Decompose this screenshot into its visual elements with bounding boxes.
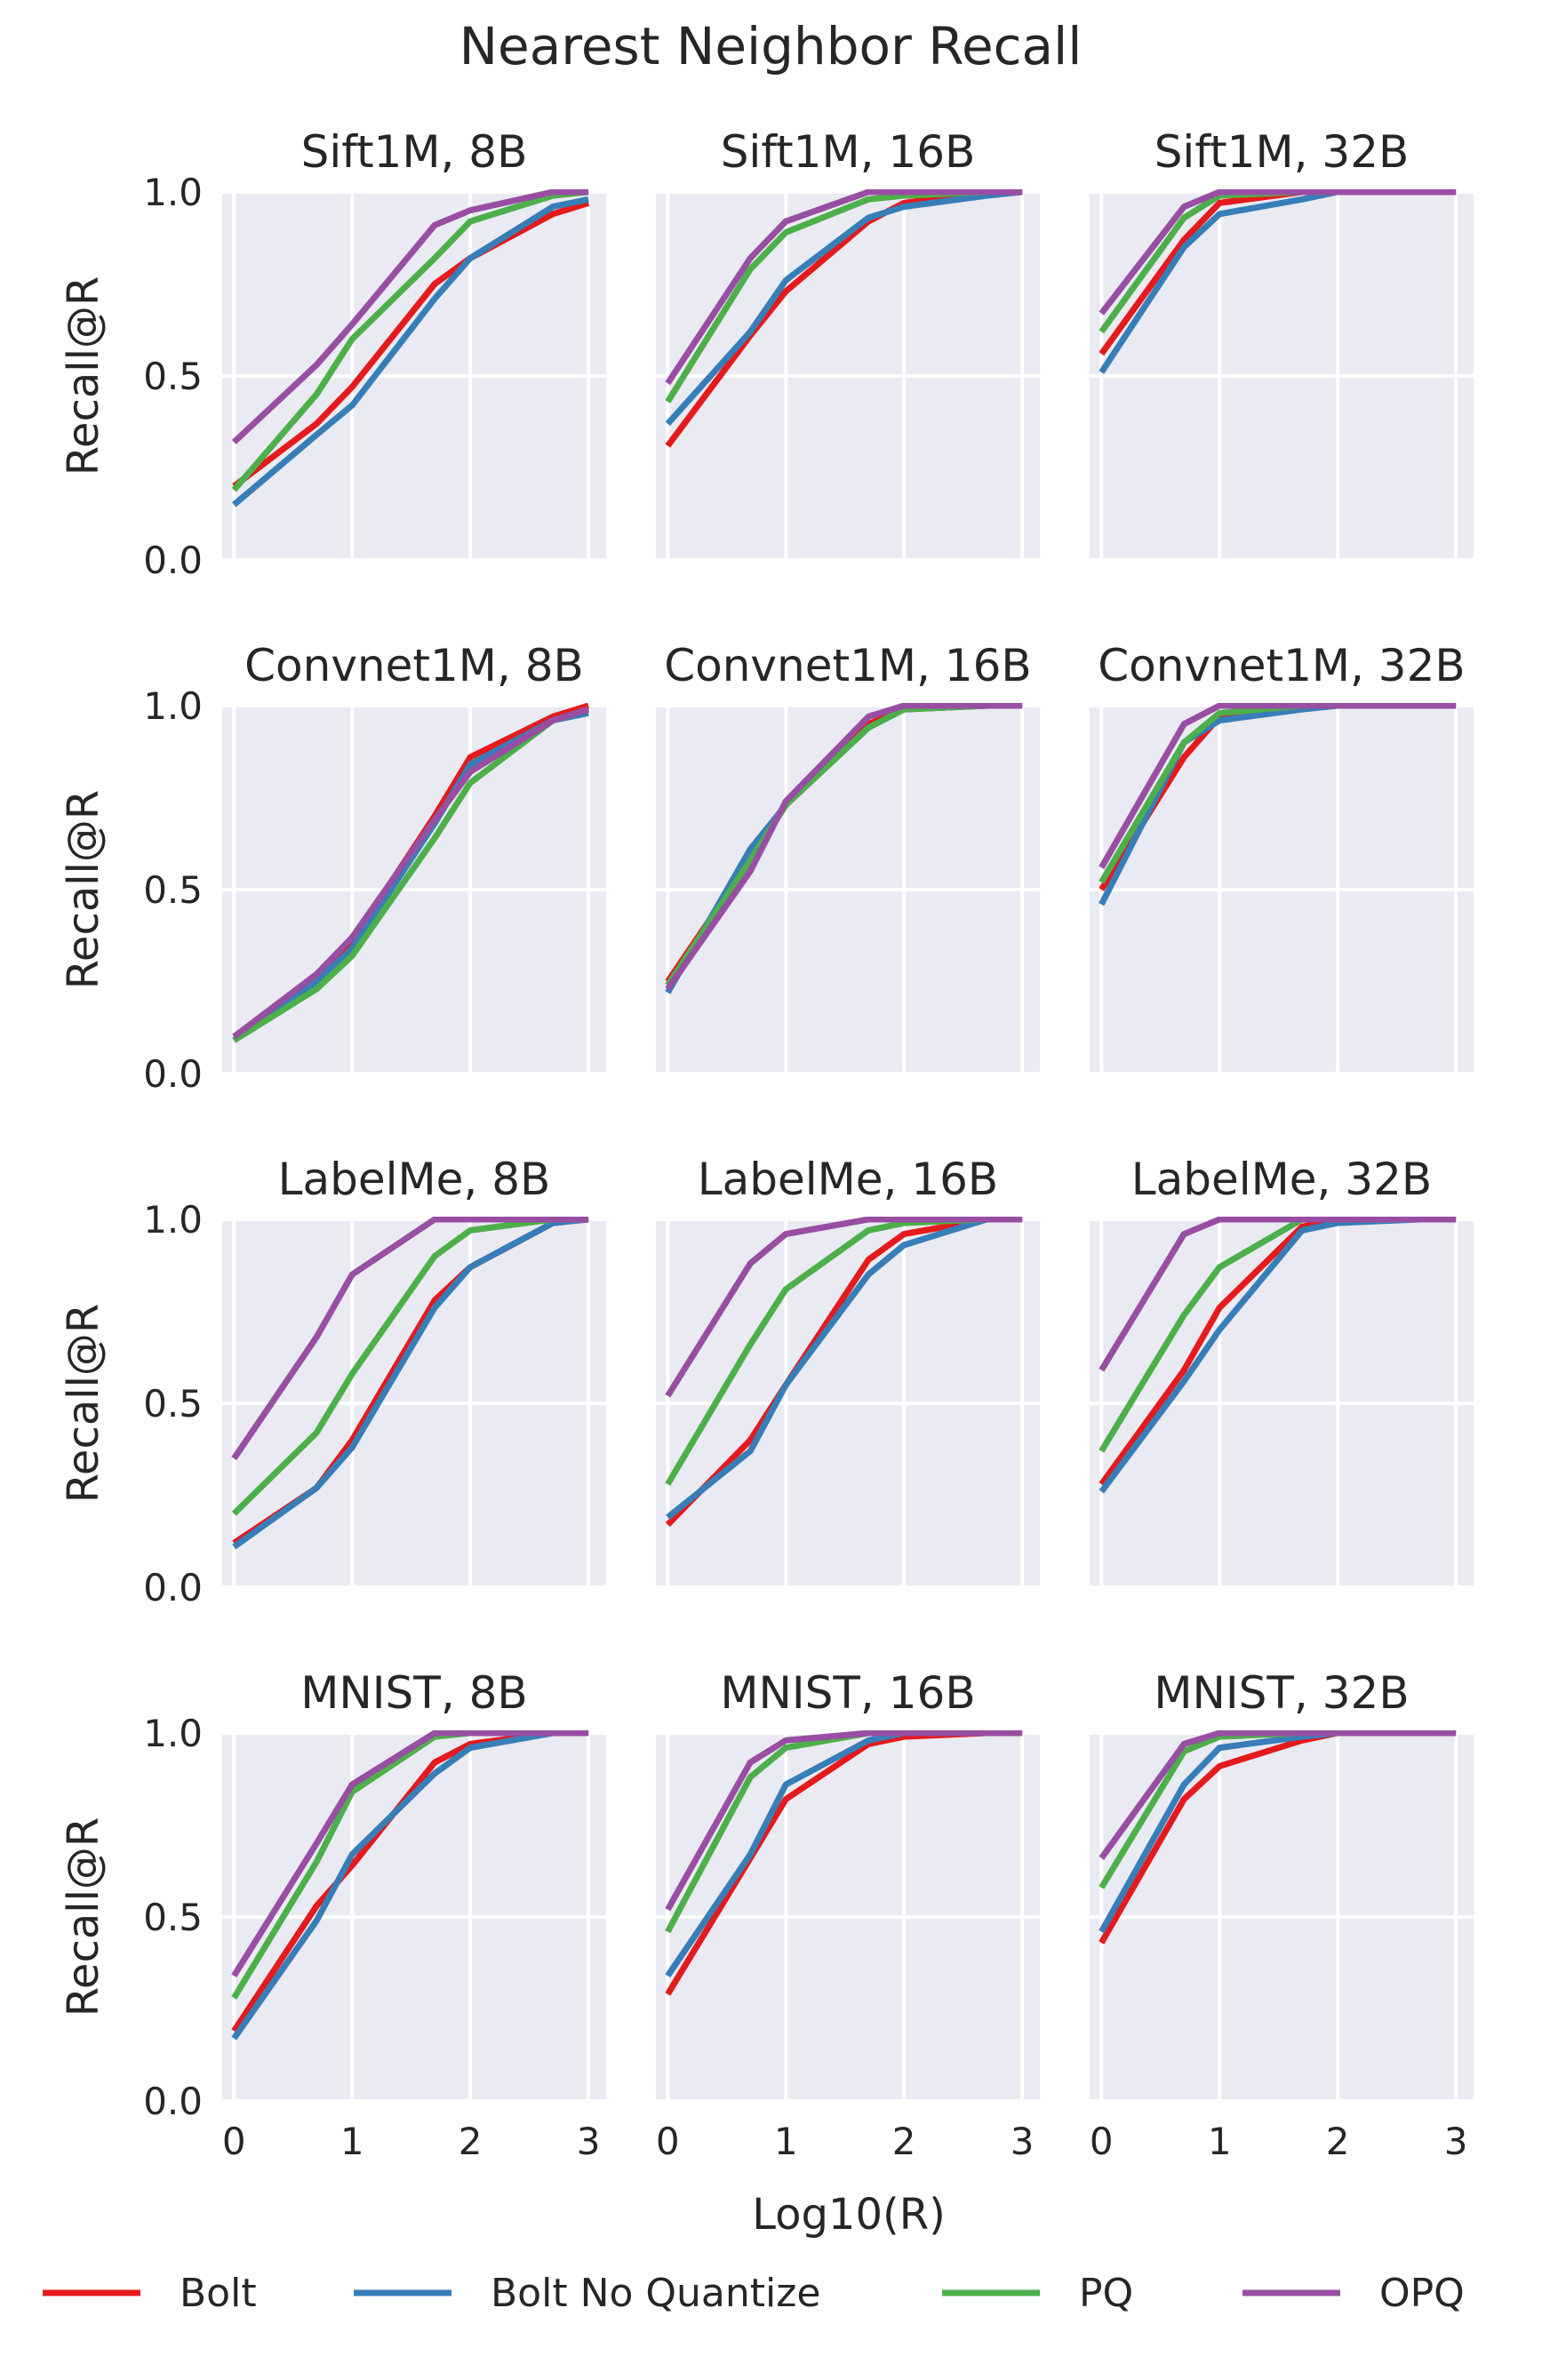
x-tick-label: 1 <box>340 2120 364 2163</box>
series-group <box>1099 1730 1457 1945</box>
series-line-opq <box>1099 1217 1457 1372</box>
y-tick-label: 0.5 <box>143 868 203 912</box>
legend-item-opq: OPQ <box>1242 2271 1465 2316</box>
panel-mnist-8b: MNIST, 8B 0.0 0.5 1.0 Recall@R 0 1 2 3 <box>59 1667 606 2163</box>
series-line-opq <box>232 706 590 1040</box>
series-group <box>665 189 1023 448</box>
series-group <box>1099 189 1457 374</box>
y-tick-label: 1.0 <box>143 1712 203 1755</box>
x-tick-label: 3 <box>577 2120 601 2163</box>
panel-labelme-32b: LabelMe, 32B <box>1090 1154 1474 1589</box>
series-line-bolt-no-quantize <box>665 189 1023 427</box>
y-tick-label: 0.0 <box>143 539 203 582</box>
panel-title: Convnet1M, 32B <box>1098 640 1466 691</box>
series-line-bolt-no-quantize <box>232 196 589 507</box>
panel-title: MNIST, 16B <box>720 1667 975 1719</box>
panel-convnet1m-16b: Convnet1M, 16B <box>656 640 1040 1075</box>
y-axis-label: Recall@R <box>59 790 108 990</box>
legend-label: Bolt <box>180 2271 257 2316</box>
panel-title: MNIST, 32B <box>1154 1667 1409 1719</box>
x-tick-label: 2 <box>1326 2120 1350 2163</box>
series-line-bolt <box>232 200 590 489</box>
panel-mnist-16b: MNIST, 16B 0 1 2 3 <box>656 1667 1040 2163</box>
series-group <box>665 1217 1023 1528</box>
y-tick-label: 1.0 <box>143 171 203 214</box>
y-tick-label: 0.5 <box>143 1382 203 1426</box>
x-tick-label: 0 <box>1090 2120 1114 2163</box>
legend-label: Bolt No Quantize <box>491 2271 820 2316</box>
panel-convnet1m-8b: Convnet1M, 8B 0.0 0.5 1.0 Recall@R <box>59 640 606 1096</box>
series-group <box>665 703 1023 994</box>
x-tick-label: 3 <box>1444 2120 1468 2163</box>
panel-grid: Sift1M, 8B 0.0 0.5 1.0 Recall@R Sift1M, 16B Si… <box>59 126 1474 2163</box>
x-tick-label: 2 <box>892 2120 916 2163</box>
legend-label: PQ <box>1079 2271 1133 2316</box>
panel-title: Convnet1M, 16B <box>664 640 1032 691</box>
legend-item-bolt-no-quantize: Bolt No Quantize <box>354 2271 820 2316</box>
panel-title: LabelMe, 32B <box>1131 1154 1433 1205</box>
series-line-opq <box>665 189 1023 386</box>
panel-sift1m-8b: Sift1M, 8B 0.0 0.5 1.0 Recall@R <box>59 126 606 582</box>
series-line-pq <box>231 189 589 492</box>
panel-title: MNIST, 8B <box>300 1667 527 1719</box>
panel-title: LabelMe, 16B <box>698 1154 999 1205</box>
series-line-opq <box>665 703 1023 991</box>
series-group <box>1099 703 1457 906</box>
series-line-opq <box>231 1730 589 1978</box>
legend-item-bolt: Bolt <box>43 2271 257 2316</box>
panel-title: Sift1M, 32B <box>1155 126 1410 178</box>
legend-item-pq: PQ <box>942 2271 1133 2316</box>
series-group <box>665 1730 1023 1996</box>
series-line-opq <box>1099 1730 1457 1860</box>
panel-title: Convnet1M, 8B <box>244 640 584 691</box>
panel-sift1m-16b: Sift1M, 16B <box>656 126 1040 562</box>
y-axis-label: Recall@R <box>59 276 108 476</box>
series-line-opq <box>665 1217 1023 1398</box>
series-group <box>231 1217 589 1550</box>
x-axis-label: Log10(R) <box>752 2190 946 2240</box>
panel-title: Sift1M, 8B <box>301 126 528 178</box>
x-tick-label: 3 <box>1011 2120 1035 2163</box>
legend: Bolt Bolt No Quantize PQ OPQ <box>43 2271 1465 2316</box>
x-tick-label: 2 <box>459 2120 483 2163</box>
legend-label: OPQ <box>1379 2271 1465 2316</box>
x-tick-label: 0 <box>656 2120 680 2163</box>
y-tick-label: 0.0 <box>143 1052 203 1096</box>
figure-title: Nearest Neighbor Recall <box>459 16 1083 76</box>
series-line-opq <box>1099 189 1457 315</box>
panel-labelme-8b: LabelMe, 8B 0.0 0.5 1.0 Recall@R <box>59 1154 606 1609</box>
series-line-opq <box>231 1217 589 1461</box>
y-tick-label: 1.0 <box>143 1198 203 1242</box>
x-tick-label: 0 <box>222 2120 246 2163</box>
series-line-opq <box>665 1730 1023 1912</box>
series-line-opq <box>1099 703 1457 869</box>
series-group <box>232 703 590 1043</box>
y-tick-label: 1.0 <box>143 684 203 728</box>
y-axis-label: Recall@R <box>59 1304 108 1504</box>
panel-convnet1m-32b: Convnet1M, 32B <box>1090 640 1474 1075</box>
x-tick-label: 1 <box>774 2120 798 2163</box>
panel-mnist-32b: MNIST, 32B 0 1 2 3 <box>1090 1667 1474 2163</box>
y-tick-label: 0.5 <box>143 1896 203 1939</box>
series-line-opq <box>231 189 589 445</box>
y-tick-label: 0.0 <box>143 1566 203 1609</box>
series-line-bolt-no-quantize <box>232 1217 589 1550</box>
panel-labelme-16b: LabelMe, 16B <box>656 1154 1040 1589</box>
x-tick-label: 1 <box>1208 2120 1232 2163</box>
panel-title: Sift1M, 16B <box>721 126 976 178</box>
panel-sift1m-32b: Sift1M, 32B <box>1090 126 1474 562</box>
series-group <box>231 189 590 507</box>
y-tick-label: 0.5 <box>143 355 203 398</box>
y-tick-label: 0.0 <box>143 2080 203 2123</box>
series-group <box>231 1730 589 2041</box>
y-axis-label: Recall@R <box>59 1817 108 2017</box>
series-group <box>1099 1217 1457 1494</box>
panel-title: LabelMe, 8B <box>278 1154 551 1205</box>
